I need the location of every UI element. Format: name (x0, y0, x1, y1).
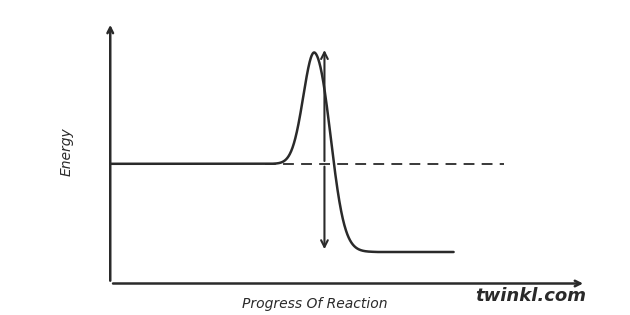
Text: twinkl.com: twinkl.com (475, 287, 586, 305)
Text: Energy: Energy (59, 127, 73, 175)
Text: Progress Of Reaction: Progress Of Reaction (243, 297, 387, 311)
